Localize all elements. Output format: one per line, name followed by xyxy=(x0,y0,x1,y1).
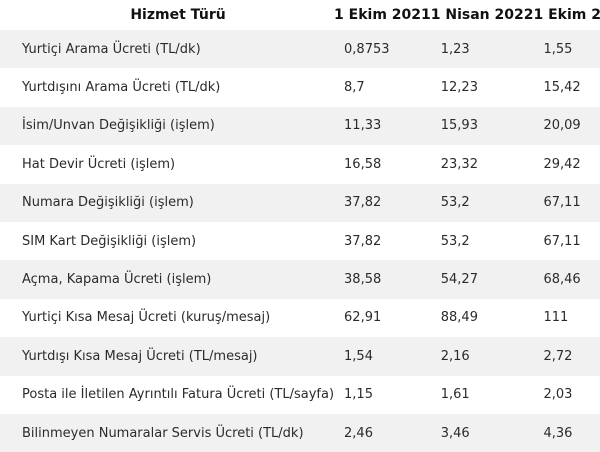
table-row: Yurtiçi Kısa Mesaj Ücreti (kuruş/mesaj) … xyxy=(0,298,600,338)
value-2022-apr: 1,61 xyxy=(440,387,470,403)
value-2022-oct: 2,72 xyxy=(543,348,573,364)
value-2022-oct: 67,11 xyxy=(543,195,581,211)
table-row: Açma, Kapama Ücreti (işlem) 38,58 54,27 … xyxy=(0,260,600,299)
value-2022-oct: 15,42 xyxy=(543,80,581,96)
service-name: Yurtdışı Kısa Mesaj Ücreti (TL/mesaj) xyxy=(22,348,258,364)
value-2021-oct: 1,54 xyxy=(344,348,373,364)
table-row: Posta ile İletilen Ayrıntılı Fatura Ücre… xyxy=(0,375,600,414)
value-2021-oct: 11,33 xyxy=(344,118,382,134)
value-2021-oct: 2,46 xyxy=(344,425,373,441)
service-name: Hat Devir Ücreti (işlem) xyxy=(22,156,176,172)
table-row: Hat Devir Ücreti (işlem) 16,58 23,32 29,… xyxy=(0,145,600,184)
value-2022-apr: 3,46 xyxy=(440,425,470,441)
header-date-2022-oct: 1 Ekim 2022 xyxy=(533,7,600,23)
value-2022-oct: 111 xyxy=(543,310,569,326)
table-row: Bilinmeyen Numaralar Servis Ücreti (TL/d… xyxy=(0,413,600,452)
table-row: Numara Değişikliği (işlem) 37,82 53,2 67… xyxy=(0,183,600,222)
value-2022-apr: 88,49 xyxy=(440,310,478,326)
value-2022-oct: 67,11 xyxy=(543,233,581,249)
table-header-row: Hizmet Türü 1 Ekim 2021 1 Nisan 2022 1 E… xyxy=(0,0,600,30)
service-name: Açma, Kapama Ücreti (işlem) xyxy=(22,272,212,288)
header-date-2021-oct: 1 Ekim 2021 xyxy=(334,7,431,23)
header-service-type: Hizmet Türü xyxy=(130,7,226,23)
value-2021-oct: 38,58 xyxy=(344,272,382,288)
value-2022-oct: 29,42 xyxy=(543,156,581,172)
value-2022-apr: 54,27 xyxy=(440,272,478,288)
service-name: Yurtdışını Arama Ücreti (TL/dk) xyxy=(22,80,221,96)
service-name: Yurtiçi Kısa Mesaj Ücreti (kuruş/mesaj) xyxy=(22,310,271,326)
table-row: SIM Kart Değişikliği (işlem) 37,82 53,2 … xyxy=(0,221,600,261)
service-name: Bilinmeyen Numaralar Servis Ücreti (TL/d… xyxy=(22,425,304,441)
table-row: Yurtdışını Arama Ücreti (TL/dk) 8,7 12,2… xyxy=(0,68,600,107)
table-row: Yurtiçi Arama Ücreti (TL/dk) 0,8753 1,23… xyxy=(0,30,600,69)
service-name: Numara Değişikliği (işlem) xyxy=(22,195,194,211)
service-name: İsim/Unvan Değişikliği (işlem) xyxy=(22,118,215,134)
value-2022-oct: 68,46 xyxy=(543,272,581,288)
value-2021-oct: 0,8753 xyxy=(344,41,390,57)
value-2022-oct: 20,09 xyxy=(543,118,581,134)
value-2022-apr: 53,2 xyxy=(440,233,470,249)
value-2022-apr: 12,23 xyxy=(440,80,478,96)
value-2021-oct: 62,91 xyxy=(344,310,382,326)
value-2022-oct: 4,36 xyxy=(543,425,573,441)
value-2022-apr: 2,16 xyxy=(440,348,470,364)
header-date-2022-apr: 1 Nisan 2022 xyxy=(430,7,534,23)
value-2021-oct: 37,82 xyxy=(344,233,382,249)
table-row: İsim/Unvan Değişikliği (işlem) 11,33 15,… xyxy=(0,106,600,146)
value-2022-apr: 23,32 xyxy=(440,156,478,172)
value-2021-oct: 37,82 xyxy=(344,195,382,211)
value-2021-oct: 1,15 xyxy=(344,387,373,403)
value-2022-apr: 53,2 xyxy=(440,195,470,211)
value-2021-oct: 16,58 xyxy=(344,156,382,172)
service-name: Posta ile İletilen Ayrıntılı Fatura Ücre… xyxy=(22,387,335,403)
value-2022-oct: 2,03 xyxy=(543,387,573,403)
value-2022-apr: 1,23 xyxy=(440,41,470,57)
service-name: Yurtiçi Arama Ücreti (TL/dk) xyxy=(22,41,201,57)
value-2022-apr: 15,93 xyxy=(440,118,478,134)
table-row: Yurtdışı Kısa Mesaj Ücreti (TL/mesaj) 1,… xyxy=(0,337,600,376)
service-name: SIM Kart Değişikliği (işlem) xyxy=(22,233,197,249)
value-2022-oct: 1,55 xyxy=(543,41,573,57)
value-2021-oct: 8,7 xyxy=(344,80,365,96)
